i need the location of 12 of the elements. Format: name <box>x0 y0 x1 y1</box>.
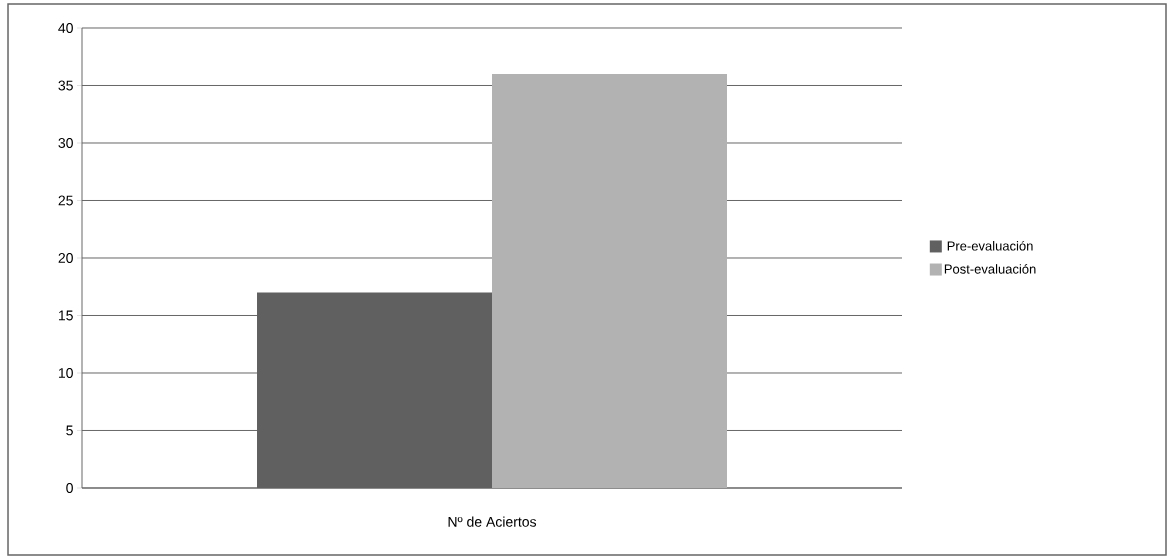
y-tick-label: 35 <box>58 80 73 91</box>
y-tick-label: 0 <box>66 483 73 493</box>
x-tick-label: Nº de Aciertos <box>448 516 537 527</box>
y-tick-label: 30 <box>58 138 73 148</box>
y-tick-label: 40 <box>58 23 73 33</box>
y-tick-label: 15 <box>58 310 73 321</box>
legend-label: Pre-evaluación <box>947 240 1033 251</box>
y-tick-label: 5 <box>66 425 73 436</box>
legend-label: Post-evaluación <box>944 263 1036 274</box>
y-tick-label: 10 <box>58 368 73 378</box>
y-tick-label: 25 <box>58 195 73 206</box>
y-tick-label: 20 <box>58 253 73 263</box>
